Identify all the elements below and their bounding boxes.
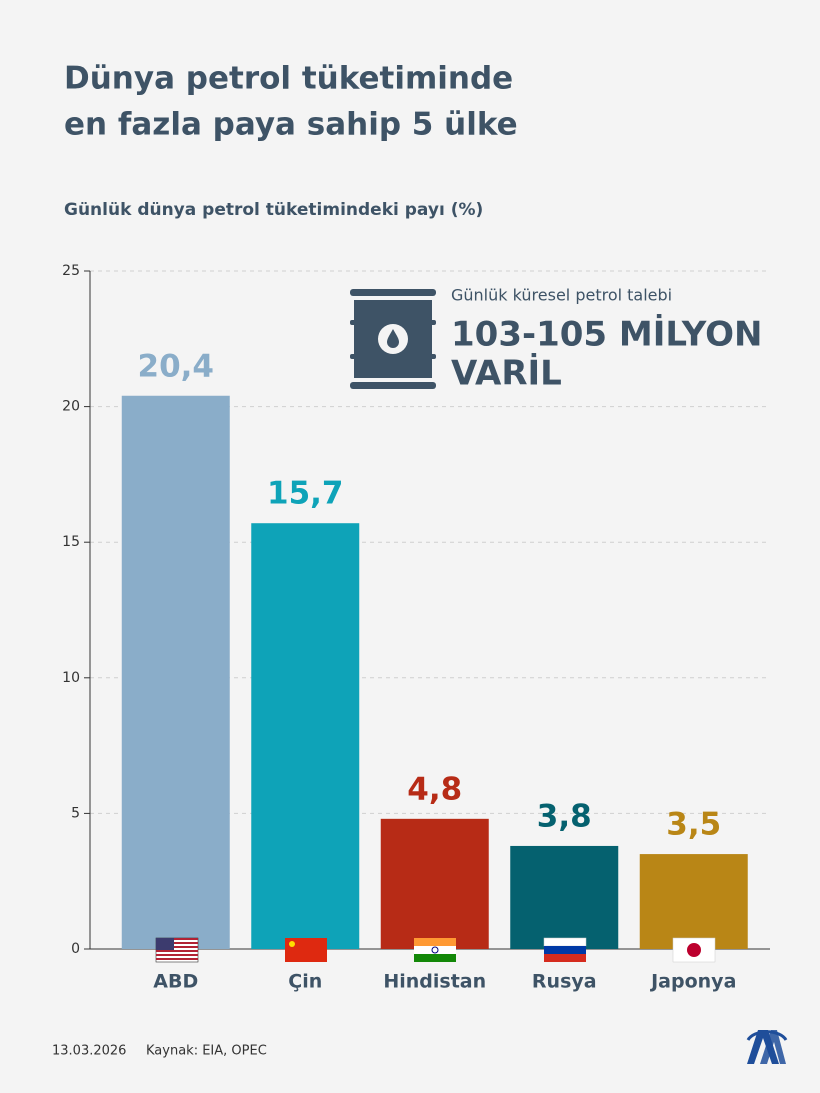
title-line: Dünya petrol tüketiminde xyxy=(64,61,513,97)
x-tick-label: Hindistan xyxy=(383,971,486,993)
logo xyxy=(746,1030,788,1064)
y-tick-label: 0 xyxy=(71,941,80,957)
bar xyxy=(121,395,230,949)
flags xyxy=(155,937,716,963)
flag-japan xyxy=(672,937,716,963)
bar xyxy=(639,854,748,949)
x-tick-label: Çin xyxy=(288,971,322,993)
value-label: 15,7 xyxy=(267,476,344,512)
value-label: 20,4 xyxy=(138,348,215,384)
annotation-value: VARİL xyxy=(451,353,562,394)
bar xyxy=(380,818,489,949)
x-tick-label: Japonya xyxy=(649,971,736,993)
flag-china xyxy=(285,938,327,962)
flag-russia xyxy=(543,937,587,962)
title-line: en fazla paya sahip 5 ülke xyxy=(64,107,518,143)
y-tick-label: 5 xyxy=(71,805,80,821)
value-label: 4,8 xyxy=(407,771,462,807)
subtitle: Günlük dünya petrol tüketimindeki payı (… xyxy=(64,200,483,220)
value-label: 3,5 xyxy=(666,807,721,843)
bar xyxy=(251,523,360,949)
x-tick-label: Rusya xyxy=(532,971,597,993)
flag-usa xyxy=(155,937,199,963)
y-tick-label: 10 xyxy=(62,670,80,686)
y-tick-label: 15 xyxy=(62,534,80,550)
flag-india xyxy=(414,938,456,962)
y-tick-label: 25 xyxy=(62,263,80,279)
value-label: 3,8 xyxy=(537,798,592,834)
source: Kaynak: EIA, OPEC xyxy=(146,1044,267,1059)
bar xyxy=(510,845,619,949)
x-tick-label: ABD xyxy=(153,971,198,993)
plot: 0 5 10 15 20 25 20,4 ABD 15,7 Çin 4,8 Hindistan 3,8 R… xyxy=(62,263,770,993)
date: 13.03.2026 xyxy=(52,1044,126,1059)
annotation-value: 103-105 MİLYON xyxy=(451,314,763,355)
annotation-label: Günlük küresel petrol talebi xyxy=(451,286,672,305)
y-tick-label: 20 xyxy=(62,399,80,415)
barrel-icon xyxy=(350,289,436,389)
